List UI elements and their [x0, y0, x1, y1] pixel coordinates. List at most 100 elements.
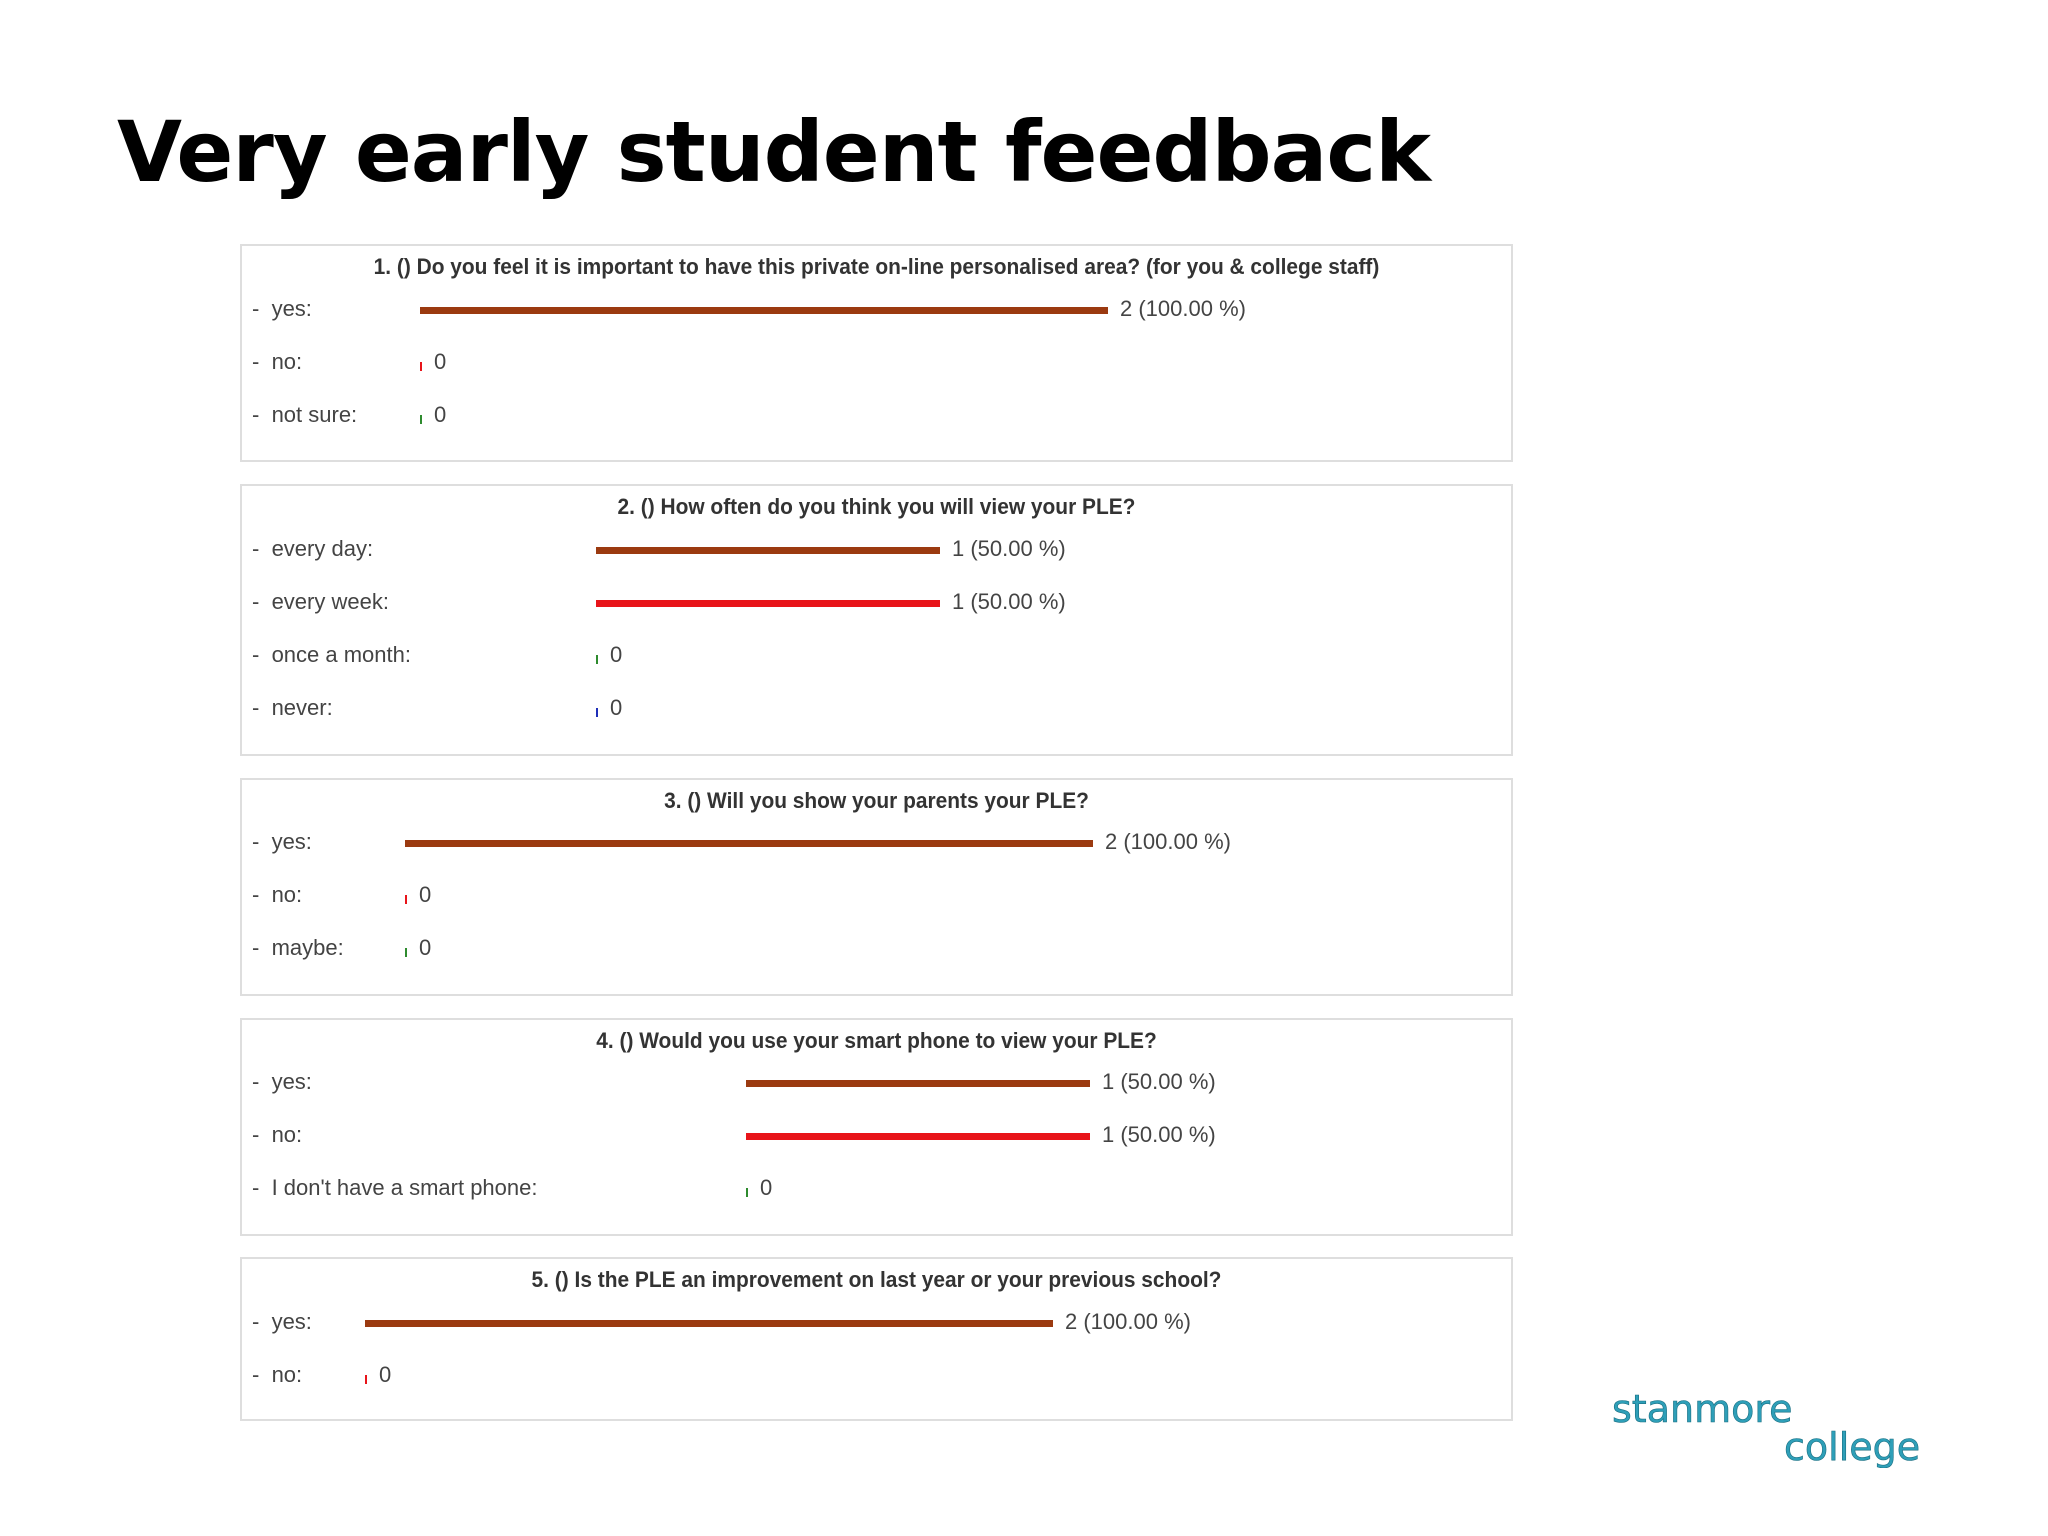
- poll-row: - no: 1 (50.00 %): [242, 1115, 1511, 1155]
- poll-row: - maybe: 0: [242, 928, 1511, 968]
- option-bullet: -: [252, 1069, 272, 1094]
- poll-row: - yes: 2 (100.00 %): [242, 1302, 1511, 1342]
- response-count: 2 (100.00 %): [1105, 829, 1231, 854]
- option-label: - no:: [252, 342, 302, 382]
- option-label: - yes:: [252, 822, 312, 862]
- option-bullet: -: [252, 402, 272, 427]
- option-text: not sure:: [271, 402, 358, 427]
- option-text: maybe:: [271, 935, 344, 960]
- option-bullet: -: [252, 1309, 272, 1334]
- response-count: 2 (100.00 %): [1065, 1309, 1191, 1334]
- option-label: - no:: [252, 875, 302, 915]
- response-count: 1 (50.00 %): [1102, 1122, 1216, 1147]
- response-bar: [405, 895, 407, 904]
- poll-question: 3. () Will you show your parents your PL…: [664, 788, 1089, 813]
- option-text: once a month:: [271, 642, 411, 667]
- poll-row: - yes: 2 (100.00 %): [242, 822, 1511, 862]
- option-bullet: -: [252, 935, 272, 960]
- option-text: yes:: [271, 296, 312, 321]
- poll-4: 4. () Would you use your smart phone to …: [240, 1018, 1513, 1236]
- response-count: 1 (50.00 %): [952, 589, 1066, 614]
- option-bullet: -: [252, 536, 272, 561]
- response-count: 2 (100.00 %): [1120, 296, 1246, 321]
- option-label: - never:: [252, 688, 333, 728]
- option-bullet: -: [252, 589, 272, 614]
- option-text: I don't have a smart phone:: [271, 1175, 538, 1200]
- response-count: 0: [434, 402, 447, 427]
- option-bullet: -: [252, 829, 272, 854]
- option-label: - once a month:: [252, 635, 411, 675]
- poll-row: - no: 0: [242, 875, 1511, 915]
- option-text: no:: [271, 882, 303, 907]
- option-bullet: -: [252, 1362, 272, 1387]
- poll-row: - every day: 1 (50.00 %): [242, 529, 1511, 569]
- poll-row: - not sure: 0: [242, 395, 1511, 435]
- option-bullet: -: [252, 296, 272, 321]
- option-text: yes:: [271, 1309, 312, 1334]
- poll-2: 2. () How often do you think you will vi…: [240, 484, 1513, 756]
- poll-row: - every week: 1 (50.00 %): [242, 582, 1511, 622]
- response-count: 0: [419, 882, 432, 907]
- option-label: - yes:: [252, 289, 312, 329]
- response-count: 0: [610, 695, 623, 720]
- response-count: 0: [379, 1362, 392, 1387]
- logo-line1: stanmore: [1612, 1388, 1793, 1431]
- option-text: every week:: [271, 589, 389, 614]
- response-bar: [420, 415, 422, 424]
- poll-row: - yes: 1 (50.00 %): [242, 1062, 1511, 1102]
- response-count: 0: [419, 935, 432, 960]
- response-count: 0: [760, 1175, 773, 1200]
- poll-3: 3. () Will you show your parents your PL…: [240, 778, 1513, 996]
- option-bullet: -: [252, 695, 272, 720]
- option-bullet: -: [252, 882, 272, 907]
- poll-question: 4. () Would you use your smart phone to …: [596, 1028, 1157, 1053]
- response-bar: [365, 1320, 1053, 1327]
- poll-question: 2. () How often do you think you will vi…: [617, 494, 1136, 519]
- option-bullet: -: [252, 1175, 272, 1200]
- stanmore-college-logo: stanmore college: [1612, 1388, 1921, 1468]
- option-text: no:: [271, 349, 303, 374]
- option-label: - maybe:: [252, 928, 344, 968]
- poll-row: - never: 0: [242, 688, 1511, 728]
- option-text: never:: [271, 695, 333, 720]
- response-bar: [746, 1133, 1090, 1140]
- option-label: - every day:: [252, 529, 373, 569]
- option-text: yes:: [271, 1069, 312, 1094]
- response-bar: [420, 362, 422, 371]
- option-bullet: -: [252, 349, 272, 374]
- response-bar: [596, 655, 598, 664]
- response-count: 0: [434, 349, 447, 374]
- poll-1: 1. () Do you feel it is important to hav…: [240, 244, 1513, 462]
- poll-row: - yes: 2 (100.00 %): [242, 289, 1511, 329]
- poll-question: 1. () Do you feel it is important to hav…: [373, 254, 1380, 279]
- response-bar: [596, 600, 940, 607]
- option-bullet: -: [252, 642, 272, 667]
- response-count: 1 (50.00 %): [952, 536, 1066, 561]
- option-label: - I don't have a smart phone:: [252, 1168, 538, 1208]
- option-label: - yes:: [252, 1302, 312, 1342]
- poll-row: - I don't have a smart phone: 0: [242, 1168, 1511, 1208]
- response-bar: [596, 708, 598, 717]
- response-bar: [746, 1188, 748, 1197]
- response-bar: [405, 948, 407, 957]
- poll-5: 5. () Is the PLE an improvement on last …: [240, 1257, 1513, 1421]
- response-bar: [746, 1080, 1090, 1087]
- option-label: - not sure:: [252, 395, 357, 435]
- option-text: yes:: [271, 829, 312, 854]
- option-label: - no:: [252, 1355, 302, 1395]
- poll-question: 5. () Is the PLE an improvement on last …: [531, 1267, 1222, 1292]
- option-bullet: -: [252, 1122, 272, 1147]
- response-count: 0: [610, 642, 623, 667]
- slide-title: Very early student feedback: [117, 103, 1431, 201]
- response-bar: [365, 1375, 367, 1384]
- poll-row: - once a month: 0: [242, 635, 1511, 675]
- option-label: - yes:: [252, 1062, 312, 1102]
- option-text: no:: [271, 1122, 303, 1147]
- response-bar: [596, 547, 940, 554]
- response-bar: [405, 840, 1093, 847]
- logo-line2: college: [1784, 1425, 1920, 1468]
- poll-row: - no: 0: [242, 342, 1511, 382]
- option-label: - no:: [252, 1115, 302, 1155]
- poll-row: - no: 0: [242, 1355, 1511, 1395]
- option-label: - every week:: [252, 582, 389, 622]
